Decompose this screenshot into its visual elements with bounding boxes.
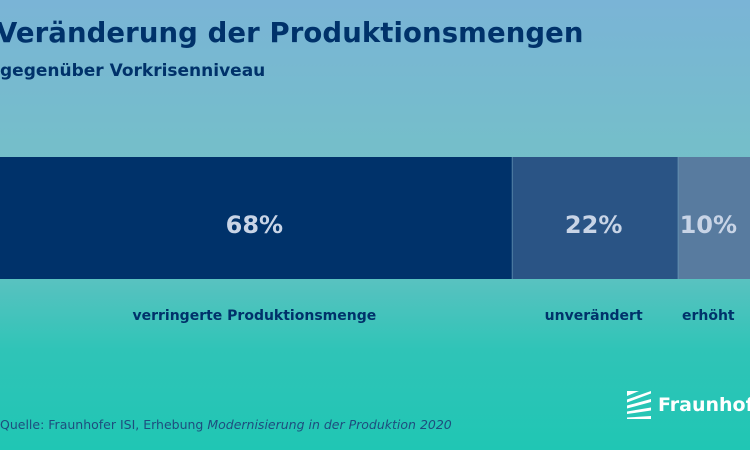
- bar-segment-verringerte-produktionsmenge: [0, 157, 513, 279]
- fraunhofer-logo-icon: [627, 391, 651, 419]
- category-label-unver-ndert: unverändert: [545, 308, 643, 324]
- value-label-unver-ndert: 22%: [565, 211, 622, 239]
- chart-subtitle: gegenüber Vorkrisenniveau: [0, 61, 266, 81]
- chart-title: Veränderung der Produktionsmengen: [0, 17, 584, 49]
- value-label-verringerte-produktionsmenge: 68%: [226, 211, 283, 239]
- source-prefix: Quelle: Fraunhofer ISI, Erhebung: [0, 417, 208, 432]
- fraunhofer-logo: Fraunhofer: [625, 388, 750, 428]
- source-note: Quelle: Fraunhofer ISI, Erhebung Moderni…: [0, 417, 452, 432]
- value-label-erh-ht: 10%: [680, 211, 737, 239]
- category-label-verringerte-produktionsmenge: verringerte Produktionsmenge: [132, 308, 376, 324]
- source-survey-name: Modernisierung in der Produktion 2020: [207, 417, 452, 432]
- category-label-erh-ht: erhöht: [682, 308, 735, 324]
- bar-segment-unver-ndert: [512, 157, 679, 279]
- brand-name: Fraunhofer: [658, 394, 750, 416]
- bar-segment-erh-ht: [678, 157, 750, 279]
